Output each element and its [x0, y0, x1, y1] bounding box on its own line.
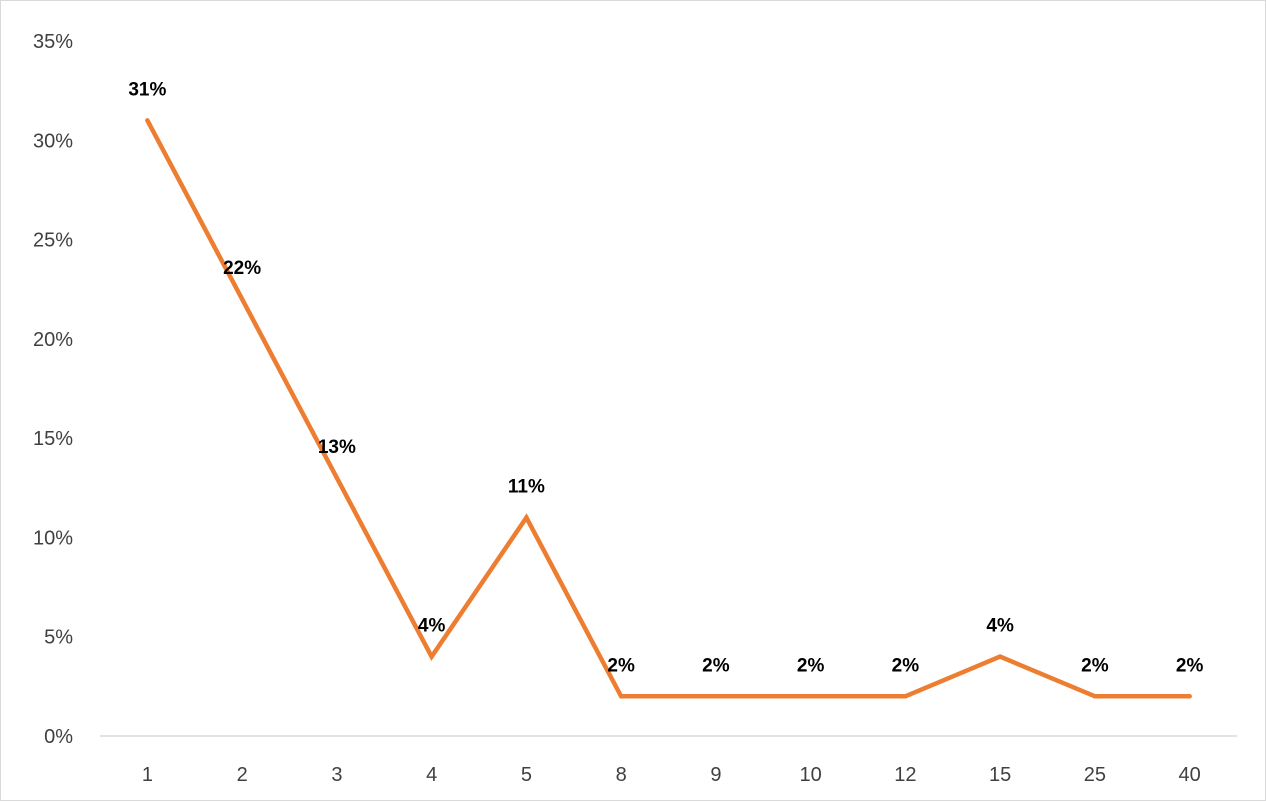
data-point [618, 694, 624, 699]
data-point [239, 296, 245, 302]
data-label: 4% [418, 616, 446, 637]
x-tick-label: 3 [331, 764, 342, 786]
x-tick-label: 10 [800, 764, 822, 786]
series-line [145, 118, 1192, 699]
data-label: 31% [128, 79, 166, 100]
x-tick-label: 2 [237, 764, 248, 786]
y-tick-label: 25% [33, 230, 73, 252]
data-label: 2% [1081, 655, 1109, 676]
data-label: 2% [702, 655, 730, 676]
data-label: 22% [223, 258, 261, 279]
y-axis-tick-labels: 0% 5% 10% 15% 20% 25% 30% 35% [33, 31, 73, 748]
data-point [429, 654, 434, 659]
data-point [524, 515, 529, 520]
x-tick-label: 15 [989, 764, 1011, 786]
y-tick-label: 15% [33, 428, 73, 450]
data-label: 2% [607, 655, 635, 676]
data-label: 4% [986, 616, 1014, 637]
data-point [145, 118, 150, 123]
x-tick-label: 4 [426, 764, 437, 786]
x-tick-label: 5 [521, 764, 532, 786]
data-label: 2% [892, 655, 920, 676]
y-tick-label: 5% [44, 627, 73, 649]
y-tick-label: 10% [33, 527, 73, 549]
x-axis-tick-labels: 1 2 3 4 5 8 9 10 12 15 25 40 [142, 764, 1201, 786]
data-point [1092, 694, 1098, 699]
series-lines [145, 118, 1192, 699]
y-tick-label: 0% [44, 726, 73, 748]
data-labels: 31% 22% 13% 4% 11% 2% 2% 2% 2% 4% 2% 2% [128, 79, 1203, 676]
data-label: 2% [1176, 655, 1204, 676]
data-point [997, 654, 1003, 659]
y-tick-label: 20% [33, 329, 73, 351]
x-tick-label: 25 [1084, 764, 1106, 786]
data-point [713, 694, 719, 699]
data-label: 2% [797, 655, 825, 676]
data-point [334, 475, 340, 481]
y-tick-label: 35% [33, 31, 73, 53]
x-tick-label: 9 [710, 764, 721, 786]
y-tick-label: 30% [33, 130, 73, 152]
data-point [808, 694, 813, 699]
data-point [903, 694, 908, 699]
data-point [1187, 694, 1192, 699]
data-label: 11% [508, 477, 545, 498]
data-points [145, 118, 1192, 699]
data-label: 13% [318, 437, 356, 458]
x-tick-label: 8 [616, 764, 627, 786]
x-tick-label: 12 [894, 764, 916, 786]
x-tick-label: 1 [142, 764, 153, 786]
x-tick-label: 40 [1179, 764, 1201, 786]
